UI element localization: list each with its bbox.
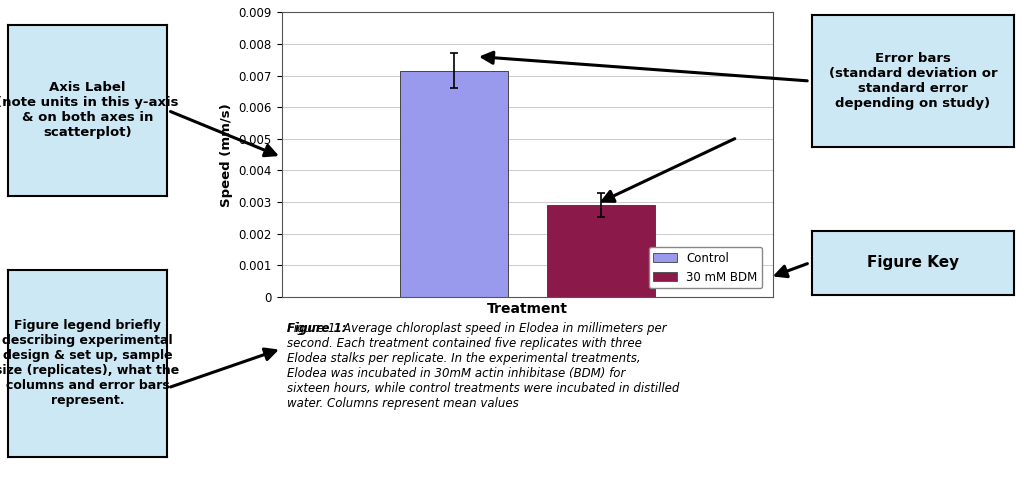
Legend: Control, 30 mM BDM: Control, 30 mM BDM <box>648 247 762 288</box>
Text: Axis Label
(note units in this y-axis
& on both axes in
scatterplot): Axis Label (note units in this y-axis & … <box>0 82 179 139</box>
Text: Figure 1: Average chloroplast speed in Elodea in millimeters per
second. Each tr: Figure 1: Average chloroplast speed in E… <box>287 322 679 409</box>
Text: Figure 1:: Figure 1: <box>287 322 346 334</box>
Text: Figure legend briefly
describing experimental
design & set up, sample
size (repl: Figure legend briefly describing experim… <box>0 319 179 408</box>
Bar <box>399 71 508 297</box>
Text: Figure Key: Figure Key <box>867 255 958 270</box>
Text: Error bars
(standard deviation or
standard error
depending on study): Error bars (standard deviation or standa… <box>828 52 997 110</box>
Bar <box>547 205 655 297</box>
Y-axis label: Speed (mm/s): Speed (mm/s) <box>220 103 232 207</box>
